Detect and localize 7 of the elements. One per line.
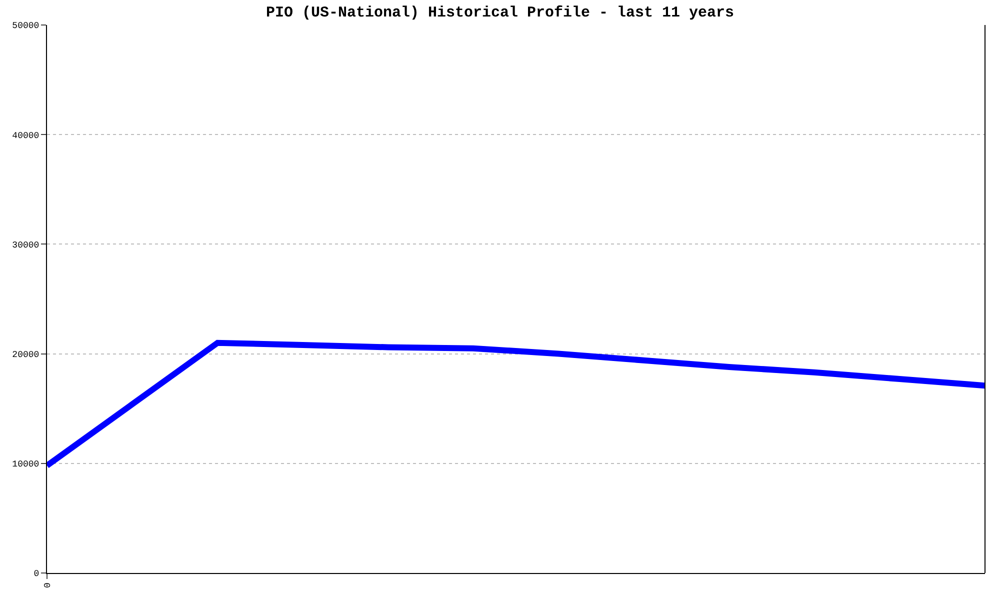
y-tick-label: 50000 bbox=[12, 21, 40, 32]
y-tick-label: 30000 bbox=[12, 240, 40, 250]
y-tick-label: 20000 bbox=[12, 350, 40, 360]
y-tick-label: 0 bbox=[34, 569, 40, 580]
chart-title: PIO (US-National) Historical Profile - last 11 years bbox=[266, 4, 734, 22]
y-tick-label: 10000 bbox=[12, 460, 40, 470]
y-tick-label: 40000 bbox=[12, 130, 40, 141]
